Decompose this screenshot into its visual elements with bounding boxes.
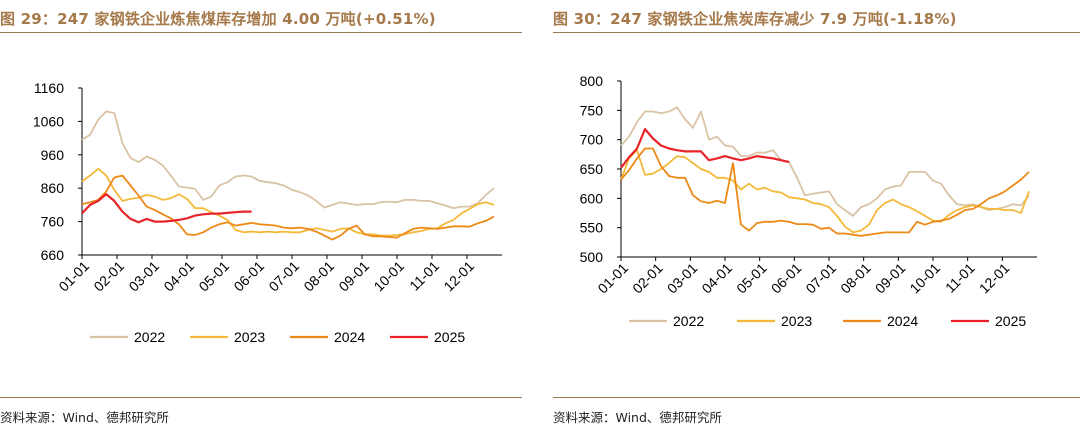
- legend-label-2023: 2023: [781, 313, 812, 329]
- x-tick-label: 10-01: [370, 258, 407, 295]
- coking-coal-inventory-chart: 660 760 860 960 1060 1160 01-0102-0103-0104-01…: [33, 80, 502, 345]
- x-tick-label: 03-01: [664, 260, 701, 297]
- title-divider: [553, 32, 1080, 33]
- x-tick-label: 09-01: [872, 260, 909, 297]
- x-tick-label: 09-01: [335, 258, 372, 295]
- x-tick-label: 12-01: [440, 258, 477, 295]
- x-tick-label: 08-01: [837, 260, 874, 297]
- x-tick-label: 12-01: [976, 260, 1013, 297]
- legend-label-2024: 2024: [334, 329, 365, 345]
- chart-title: 图 29：247 家钢铁企业炼焦煤库存增加 4.00 万吨(+0.51%): [0, 10, 436, 28]
- x-tick-label: 07-01: [265, 258, 302, 295]
- legend-label-2022: 2022: [673, 313, 704, 329]
- series-line-2023: [620, 149, 1030, 234]
- y-tick-label: 660: [41, 247, 65, 263]
- series-line-2025: [620, 127, 790, 169]
- x-tick-label: 03-01: [125, 258, 162, 295]
- x-tick-label: 10-01: [906, 260, 943, 297]
- series-line-2024: [81, 174, 495, 241]
- legend-label-2022: 2022: [134, 329, 165, 345]
- y-tick-label: 600: [580, 190, 604, 206]
- source-divider: [0, 397, 522, 398]
- legend: 2022 2023 2024 2025: [90, 329, 465, 345]
- y-tick-label: 750: [580, 102, 604, 118]
- series-line-2025: [81, 193, 252, 224]
- legend-label-2025: 2025: [434, 329, 465, 345]
- legend-label-2024: 2024: [887, 313, 918, 329]
- chart-title: 图 30：247 家钢铁企业焦炭库存减少 7.9 万吨(-1.18%): [553, 10, 957, 28]
- x-tick-label: 01-01: [594, 260, 631, 297]
- x-tick-label: 08-01: [300, 258, 337, 295]
- x-tick-label: 02-01: [629, 260, 666, 297]
- axes: 660 760 860 960 1060 1160 01-0102-0103-0104-01…: [33, 80, 502, 294]
- chart-panel-30: 图 30：247 家钢铁企业焦炭库存减少 7.9 万吨(-1.18%) 500 5…: [553, 0, 1080, 431]
- y-tick-label: 550: [580, 220, 604, 236]
- x-tick-label: 04-01: [160, 258, 197, 295]
- y-tick-label: 650: [580, 161, 604, 177]
- series-line-2022: [620, 106, 1030, 217]
- x-tick-label: 11-01: [406, 258, 442, 294]
- x-tick-label: 06-01: [768, 260, 805, 297]
- legend-label-2025: 2025: [995, 313, 1026, 329]
- y-tick-label: 1160: [34, 80, 64, 96]
- series-line-2023: [81, 167, 495, 237]
- legend-label-2023: 2023: [234, 329, 265, 345]
- y-tick-label: 1060: [33, 113, 64, 129]
- axes: 500 550 600 650 700 750 800 01-0102-0103-0104-0…: [580, 73, 1037, 296]
- x-tick-label: 07-01: [802, 260, 839, 297]
- series-line-2022: [81, 110, 495, 210]
- legend: 2022 2023 2024 2025: [629, 313, 1026, 329]
- x-tick-label: 02-01: [90, 258, 127, 295]
- x-tick-label: 01-01: [55, 258, 92, 295]
- y-tick-label: 960: [41, 147, 65, 163]
- y-tick-label: 760: [41, 214, 65, 230]
- y-tick-label: 860: [41, 180, 65, 196]
- coke-inventory-chart: 500 550 600 650 700 750 800 01-0102-0103-0104-0…: [580, 73, 1037, 329]
- source-divider: [553, 397, 1080, 398]
- title-divider: [0, 32, 522, 33]
- y-tick-label: 800: [580, 73, 604, 89]
- x-tick-label: 11-01: [942, 260, 978, 296]
- x-tick-label: 05-01: [733, 260, 770, 297]
- chart-panel-29: 图 29：247 家钢铁企业炼焦煤库存增加 4.00 万吨(+0.51%) 66…: [0, 0, 522, 431]
- series-line-2024: [620, 147, 1030, 237]
- x-tick-label: 05-01: [195, 258, 232, 295]
- x-tick-label: 04-01: [698, 260, 735, 297]
- source-note: 资料来源：Wind、德邦研究所: [553, 410, 722, 425]
- y-tick-label: 700: [580, 132, 604, 148]
- source-note: 资料来源：Wind、德邦研究所: [0, 410, 169, 425]
- y-tick-label: 500: [580, 249, 604, 265]
- x-tick-label: 06-01: [230, 258, 267, 295]
